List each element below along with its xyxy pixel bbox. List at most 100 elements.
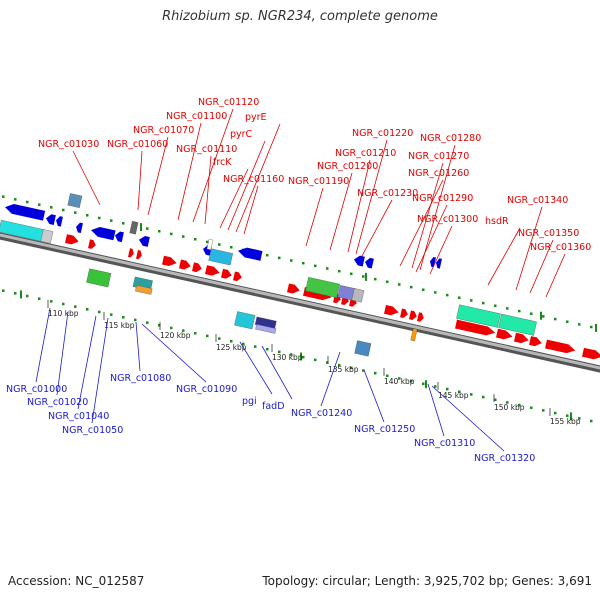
upper-guide-dot bbox=[578, 323, 581, 326]
lower-guide-dot bbox=[542, 409, 545, 412]
upper-guide-dot bbox=[86, 214, 89, 217]
top-label-leader bbox=[529, 239, 554, 294]
reverse-gene-arrow-shape bbox=[5, 203, 46, 221]
forward-gene-arrow-shape bbox=[514, 332, 529, 344]
lower-guide-dot bbox=[590, 419, 593, 423]
upper-guide-dot bbox=[590, 325, 593, 329]
bottom-label-leader bbox=[427, 383, 445, 437]
upper-guide-dot bbox=[278, 256, 281, 260]
guide-tick bbox=[365, 272, 367, 281]
upper-guide-dot bbox=[230, 245, 233, 249]
feature-box bbox=[410, 328, 418, 342]
bottom-label-leader bbox=[431, 385, 505, 452]
forward-gene-arrow bbox=[88, 239, 96, 249]
forward-gene-arrow bbox=[545, 339, 576, 354]
forward-gene-arrow-shape bbox=[136, 249, 142, 260]
forward-gene-arrow-shape bbox=[233, 271, 242, 282]
upper-guide-dot bbox=[2, 195, 5, 198]
top-gene-label: NGR_c01270 bbox=[408, 151, 469, 162]
forward-gene-arrow bbox=[162, 255, 177, 267]
top-label-leader bbox=[355, 139, 388, 255]
top-label-leader bbox=[137, 150, 143, 211]
upper-guide-dot bbox=[566, 320, 569, 323]
forward-gene-arrow bbox=[179, 259, 191, 270]
reverse-gene-arrow-shape bbox=[354, 255, 365, 267]
lower-guide-dot bbox=[422, 382, 425, 386]
top-label-leader bbox=[243, 185, 259, 235]
top-gene-label: NGR_c01060 bbox=[107, 139, 168, 150]
lower-guide-dot bbox=[338, 363, 341, 367]
upper-guide-dot bbox=[62, 208, 65, 212]
top-gene-label: NGR_c01160 bbox=[223, 174, 284, 185]
upper-guide-dot bbox=[446, 293, 449, 297]
reverse-gene-arrow bbox=[430, 256, 436, 268]
top-label-leader bbox=[219, 168, 249, 229]
top-gene-label: NGR_c01340 bbox=[507, 195, 568, 206]
feature-box bbox=[305, 277, 340, 298]
guide-tick bbox=[570, 412, 572, 421]
lower-guide-dot bbox=[182, 329, 185, 332]
feature-box-shape bbox=[86, 268, 112, 288]
top-gene-label: NGR_c01220 bbox=[352, 128, 413, 139]
bottom-label-leader bbox=[320, 351, 341, 407]
forward-gene-arrow-shape bbox=[179, 259, 191, 270]
feature-box bbox=[206, 239, 214, 251]
forward-gene-arrow-shape bbox=[545, 339, 576, 354]
feature-box bbox=[67, 193, 83, 208]
lower-guide-dot bbox=[74, 305, 77, 308]
top-gene-label: NGR_c01190 bbox=[288, 176, 349, 187]
feature-box bbox=[456, 304, 501, 328]
top-gene-label: pyrC bbox=[230, 129, 253, 140]
reverse-gene-arrow-shape bbox=[115, 231, 124, 243]
reverse-gene-arrow bbox=[76, 222, 83, 234]
lower-guide-dot bbox=[278, 350, 281, 354]
upper-guide-dot bbox=[326, 267, 329, 270]
reverse-gene-arrow-shape bbox=[76, 222, 83, 234]
feature-box-shape bbox=[67, 193, 83, 208]
tick-label: 120 kbp bbox=[160, 331, 191, 340]
top-gene-label: NGR_c01030 bbox=[38, 139, 99, 150]
forward-gene-arrow-shape bbox=[205, 265, 220, 276]
forward-gene-arrow-shape bbox=[287, 283, 300, 294]
lower-guide-dot bbox=[458, 390, 461, 394]
top-label-leader bbox=[329, 172, 353, 251]
lower-guide-dot bbox=[170, 326, 173, 330]
upper-guide-dot bbox=[146, 227, 149, 230]
top-label-leader bbox=[177, 122, 202, 221]
reverse-gene-arrow-shape bbox=[56, 216, 63, 227]
forward-gene-arrow-shape bbox=[400, 308, 408, 319]
forward-gene-arrow-shape bbox=[496, 328, 513, 340]
reverse-gene-arrow bbox=[365, 257, 374, 269]
guide-tick bbox=[140, 223, 142, 232]
bottom-label-leader bbox=[77, 315, 97, 410]
reverse-gene-arrow bbox=[5, 203, 46, 221]
lower-guide-dot bbox=[206, 334, 209, 338]
forward-gene-arrow bbox=[65, 234, 79, 245]
top-label-leader bbox=[411, 162, 444, 269]
bottom-label-leader bbox=[135, 321, 141, 372]
guide-tick bbox=[425, 380, 427, 389]
upper-guide-dot bbox=[38, 203, 41, 206]
upper-guide-dot bbox=[314, 264, 317, 268]
bottom-label-leader bbox=[91, 317, 109, 424]
bottom-gene-label: NGR_c01090 bbox=[176, 384, 237, 395]
reverse-gene-arrow bbox=[46, 214, 56, 226]
tick-label: 155 kbp bbox=[550, 417, 581, 426]
bottom-gene-label: NGR_c01240 bbox=[291, 408, 352, 419]
top-label-leader bbox=[204, 155, 212, 225]
feature-box bbox=[135, 285, 153, 295]
forward-gene-arrow bbox=[529, 336, 542, 347]
top-gene-label: NGR_c01210 bbox=[335, 148, 396, 159]
lower-guide-dot bbox=[194, 332, 197, 335]
forward-gene-arrow bbox=[409, 310, 417, 321]
lower-guide-dot bbox=[62, 302, 65, 306]
top-gene-label: NGR_c01300 bbox=[417, 214, 478, 225]
upper-guide-dot bbox=[206, 240, 209, 244]
lower-guide-dot bbox=[506, 401, 509, 404]
top-label-leader bbox=[347, 159, 371, 253]
upper-guide-dot bbox=[14, 198, 17, 201]
lower-guide-dot bbox=[470, 393, 473, 396]
tick-label: 135 kbp bbox=[328, 365, 359, 374]
top-label-leader bbox=[487, 227, 521, 286]
